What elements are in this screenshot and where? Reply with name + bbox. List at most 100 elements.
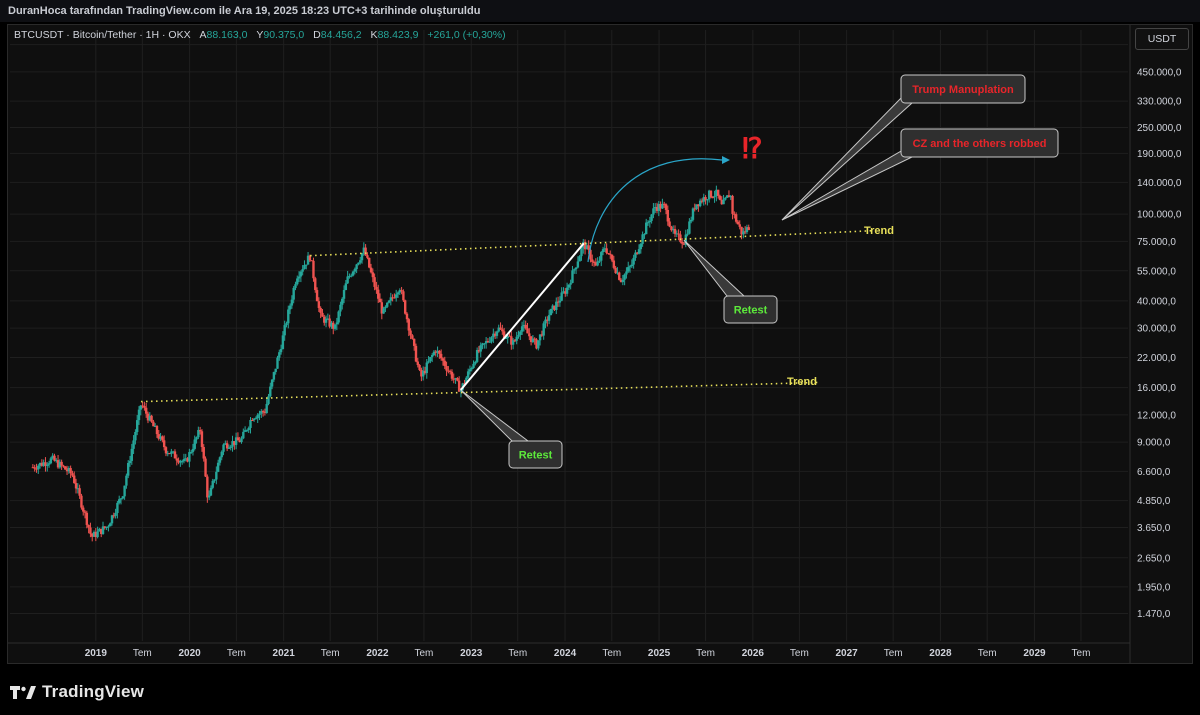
price-tick-label: 16.000,0 [1137, 383, 1176, 394]
candle-body [519, 331, 522, 335]
cz-callout: CZ and the others robbed [781, 128, 1059, 221]
candle-body [373, 277, 376, 287]
candle-body [166, 453, 169, 455]
candle-body [664, 204, 668, 210]
candle-body [179, 461, 182, 463]
price-tick-label: 22.000,0 [1137, 353, 1176, 364]
candle-body [666, 209, 669, 222]
candle-body [493, 333, 497, 336]
candle-body [91, 533, 94, 537]
candle-body [734, 214, 738, 222]
candle-body [490, 337, 493, 342]
candle-body [360, 253, 364, 261]
candle-body [632, 257, 635, 265]
candle-body [78, 488, 81, 496]
currency-button[interactable]: USDT [1135, 28, 1189, 50]
candle-body [585, 245, 589, 250]
candle-body [62, 465, 65, 467]
candle-body [470, 367, 473, 370]
candle-body [546, 319, 549, 321]
time-tick-label: 2023 [460, 648, 483, 659]
price-tick-label: 2.650,0 [1137, 553, 1171, 564]
candle-body [207, 495, 211, 498]
candle-body [312, 260, 315, 279]
candle-body [403, 300, 407, 314]
candle-body [452, 378, 455, 380]
candle-body [686, 233, 689, 235]
time-tick-label: Tem [321, 648, 340, 659]
candle-body [616, 272, 619, 274]
candle-body [643, 234, 646, 236]
candle-body [216, 462, 220, 472]
candle-body [152, 421, 155, 427]
candle-body [123, 485, 126, 497]
candle-body [427, 361, 430, 363]
candle-body [634, 252, 637, 258]
candle-body [474, 361, 477, 364]
trump-callout-box [900, 74, 1026, 104]
candle-body [637, 249, 641, 254]
price-tick-label: 1.950,0 [1137, 582, 1171, 593]
candle-body [668, 221, 671, 227]
time-tick-label: Tem [790, 648, 809, 659]
candle-body [614, 267, 617, 274]
open-label: A [199, 29, 207, 41]
candle-body [375, 286, 378, 290]
candle-body [164, 447, 168, 454]
candle-body [425, 362, 428, 374]
candle-body [445, 365, 448, 371]
retest-high-callout: Retest [683, 239, 778, 324]
candle-body [555, 301, 558, 311]
tradingview-logo[interactable]: TradingView [10, 680, 144, 704]
price-tick-label: 250.000,0 [1137, 123, 1182, 134]
candle-body [92, 531, 96, 537]
candle-body [364, 247, 367, 256]
candle-body [436, 350, 439, 353]
candle-body [292, 287, 295, 300]
candle-body [274, 368, 277, 373]
candle-body [64, 466, 67, 470]
candle-body [317, 301, 321, 308]
candle-body [328, 318, 331, 327]
candle-body [698, 200, 702, 207]
candle-body [412, 338, 416, 346]
candle-body [236, 437, 240, 441]
candle-body [285, 323, 288, 326]
candle-body [333, 324, 337, 329]
candle-body [630, 264, 634, 267]
retest-low-callout: Retest [460, 389, 563, 469]
candle-body [594, 262, 598, 266]
candle-body [596, 261, 599, 266]
candle-body [531, 338, 535, 343]
candle-body [484, 341, 488, 344]
candle-body [368, 257, 371, 268]
candle-body [677, 233, 680, 235]
candle-body [314, 278, 317, 291]
candle-body [619, 279, 623, 283]
trend-line [141, 381, 819, 403]
candle-body [202, 447, 205, 459]
price-tick-label: 4.850,0 [1137, 496, 1171, 507]
candle-body [233, 441, 236, 445]
time-tick-label: Tem [978, 648, 997, 659]
candle-body [652, 208, 655, 215]
candle-body [556, 301, 560, 303]
candle-body [465, 377, 468, 384]
candle-body [382, 308, 385, 314]
candle-body [391, 297, 394, 299]
close-label: K [370, 29, 378, 41]
candle-body [261, 411, 265, 413]
candle-body [733, 213, 736, 215]
low-label: D [313, 29, 321, 41]
candle-body [598, 260, 601, 262]
price-tick-label: 6.600,0 [1137, 467, 1171, 478]
candle-body [506, 335, 509, 339]
price-tick-label: 9.000,0 [1137, 438, 1171, 449]
candle-body [204, 458, 207, 477]
candle-body [716, 189, 720, 196]
candle-body [351, 271, 355, 276]
candle-body [492, 333, 495, 338]
candle-body [623, 274, 626, 280]
candle-body [369, 267, 373, 273]
